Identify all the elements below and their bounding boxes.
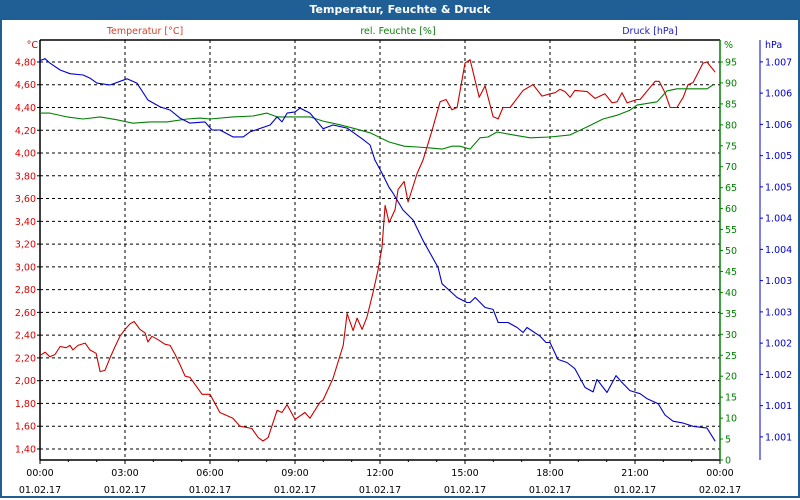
humidity-tick-label: 50 <box>725 246 737 257</box>
temperature-tick-label: 1,80 <box>15 399 36 410</box>
temperature-axis-unit: °C <box>27 40 39 51</box>
axes: 1,40 1,60 1,80 2,00 2,20 2,40 2,60 2,80 3,00 3,20… <box>15 39 792 496</box>
x-tick-date-label: 01.02.17 <box>614 485 656 496</box>
pressure-tick-label: 1.003 <box>765 276 792 287</box>
temperature-tick-label: 3,40 <box>15 217 36 228</box>
temperature-tick-label: 2,00 <box>15 376 36 387</box>
temperature-tick-label: 4,80 <box>15 57 36 68</box>
temperature-tick-label: 2,20 <box>15 353 36 364</box>
x-tick-time-label: 00:00 <box>706 468 733 479</box>
x-tick-time-label: 03:00 <box>111 468 138 479</box>
window-title: Temperatur, Feuchte & Druck <box>0 0 800 20</box>
series-lines <box>39 58 716 442</box>
humidity-tick-label: 75 <box>725 141 737 152</box>
temperature-tick-label: 1,60 <box>15 422 36 433</box>
humidity-tick-label: 85 <box>725 99 737 110</box>
humidity-tick-label: 10 <box>725 414 737 425</box>
x-tick-date-label: 01.02.17 <box>19 485 61 496</box>
pressure-tick-label: 1.002 <box>765 370 792 381</box>
legend-pressure: Druck [hPa] <box>622 26 678 37</box>
x-tick-time-label: 06:00 <box>196 468 223 479</box>
x-tick-date-label: 01.02.17 <box>189 485 231 496</box>
humidity-tick-label: 5 <box>725 435 731 446</box>
temperature-tick-label: 4,40 <box>15 103 36 114</box>
humidity-tick-label: 0 <box>725 456 731 467</box>
legend-humidity: rel. Feuchte [%] <box>360 26 435 37</box>
humidity-tick-label: 20 <box>725 372 737 383</box>
x-tick-date-label: 02.02.17 <box>699 485 741 496</box>
series-line-pressure <box>39 58 716 442</box>
humidity-tick-label: 95 <box>725 57 737 68</box>
temperature-tick-label: 2,40 <box>15 331 36 342</box>
pressure-tick-label: 1.004 <box>765 214 792 225</box>
temperature-tick-label: 3,60 <box>15 194 36 205</box>
x-tick-date-label: 01.02.17 <box>274 485 316 496</box>
x-tick-time-label: 21:00 <box>621 468 648 479</box>
x-tick-date-label: 01.02.17 <box>104 485 146 496</box>
humidity-tick-label: 70 <box>725 162 737 173</box>
x-tick-time-label: 18:00 <box>536 468 563 479</box>
series-line-humidity <box>40 84 714 150</box>
temperature-tick-label: 4,20 <box>15 126 36 137</box>
pressure-tick-label: 1.006 <box>765 89 792 100</box>
pressure-tick-label: 1.005 <box>765 151 792 162</box>
x-tick-time-label: 12:00 <box>366 468 393 479</box>
humidity-tick-label: 35 <box>725 309 737 320</box>
x-tick-date-label: 01.02.17 <box>444 485 486 496</box>
legend-temperature: Temperatur [°C] <box>106 26 183 37</box>
series-line-temperature <box>39 59 716 442</box>
x-tick-time-label: 00:00 <box>26 468 53 479</box>
temperature-tick-label: 4,60 <box>15 80 36 91</box>
x-tick-date-label: 01.02.17 <box>359 485 401 496</box>
temperature-tick-label: 2,60 <box>15 308 36 319</box>
pressure-tick-label: 1.001 <box>765 432 792 443</box>
humidity-tick-label: 90 <box>725 78 737 89</box>
grid-lines <box>40 40 720 460</box>
humidity-tick-label: 45 <box>725 267 737 278</box>
humidity-tick-label: 55 <box>725 225 737 236</box>
temperature-tick-label: 3,00 <box>15 262 36 273</box>
pressure-tick-label: 1.002 <box>765 339 792 350</box>
humidity-tick-label: 80 <box>725 120 737 131</box>
temperature-tick-label: 1,40 <box>15 444 36 455</box>
pressure-tick-label: 1.005 <box>765 182 792 193</box>
humidity-tick-label: 15 <box>725 393 737 404</box>
x-tick-time-label: 09:00 <box>281 468 308 479</box>
humidity-tick-label: 60 <box>725 204 737 215</box>
temperature-tick-label: 2,80 <box>15 285 36 296</box>
humidity-tick-label: 40 <box>725 288 737 299</box>
humidity-axis-unit: % <box>724 40 733 51</box>
humidity-tick-label: 65 <box>725 183 737 194</box>
pressure-tick-label: 1.001 <box>765 401 792 412</box>
pressure-tick-label: 1.006 <box>765 120 792 131</box>
temperature-tick-label: 3,80 <box>15 171 36 182</box>
x-tick-time-label: 15:00 <box>451 468 478 479</box>
temperature-tick-label: 4,00 <box>15 149 36 160</box>
humidity-tick-label: 25 <box>725 351 737 362</box>
pressure-tick-label: 1.007 <box>765 57 792 68</box>
pressure-tick-label: 1.003 <box>765 307 792 318</box>
x-tick-date-label: 01.02.17 <box>529 485 571 496</box>
humidity-tick-label: 30 <box>725 330 737 341</box>
pressure-axis-unit: hPa <box>765 40 782 51</box>
pressure-tick-label: 1.004 <box>765 245 792 256</box>
temperature-tick-label: 3,20 <box>15 240 36 251</box>
